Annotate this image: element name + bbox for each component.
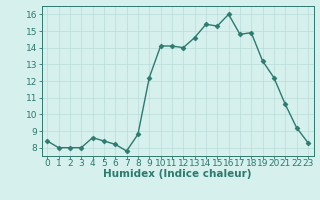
X-axis label: Humidex (Indice chaleur): Humidex (Indice chaleur) [103,169,252,179]
